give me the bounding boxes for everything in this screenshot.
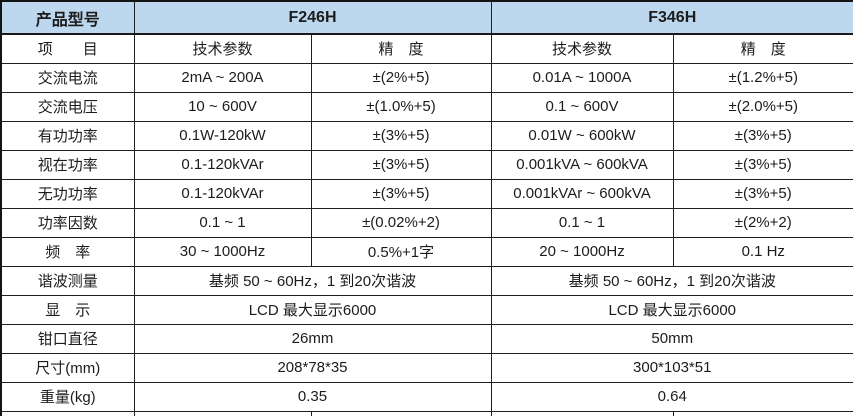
subheader-row: 项 目 技术参数 精 度 技术参数 精 度 [0, 33, 853, 64]
param-cell-f346h: 20 ~ 1000Hz [490, 236, 674, 267]
table-row-ac-current: 交流电流 2mA ~ 200A ±(2%+5) 0.01A ~ 1000A ±(… [0, 62, 853, 93]
row-label: 交流电压 [0, 91, 135, 122]
value-cell-f246h: 0.35 [133, 381, 492, 412]
row-label: 钳口直径 [0, 323, 135, 354]
accuracy-cell-f346h: ±(2.0%+5) [672, 91, 853, 122]
param-cell-f246h: 10 ~ 600V [133, 91, 312, 122]
param-cell-f246h: 30 ~ 1000Hz [133, 236, 312, 267]
row-label: 视在功率 [0, 149, 135, 180]
param-cell-f246h: 0.1-120kVAr [133, 149, 312, 180]
row-label: 有功功率 [0, 120, 135, 151]
product-model-header: 产品型号 [0, 0, 135, 35]
row-label: 谐波测量 [0, 265, 135, 296]
table-row-ac-voltage: 交流电压 10 ~ 600V ±(1.0%+5) 0.1 ~ 600V ±(2.… [0, 91, 853, 122]
accuracy-cell-f246h: ±(3%+5) [310, 149, 492, 180]
param-cell-f246h: 0.1W-120kW [133, 120, 312, 151]
table-row-jaw-diameter: 钳口直径 26mm 50mm [0, 323, 853, 354]
accuracy-cell-f346h: ±(3%+5) [672, 178, 853, 209]
param-cell-f346h: 0.01W ~ 600kW [490, 120, 674, 151]
subheader-accuracy-f346h: 精 度 [672, 33, 853, 64]
param-cell-f346h: 0.01A ~ 1000A [490, 62, 674, 93]
param-cell-f346h: 0.1 ~ 1 [490, 207, 674, 238]
row-label: 交流电流 [0, 62, 135, 93]
value-cell-f246h: LCD 最大显示6000 [133, 294, 492, 325]
row-label: 频 率 [0, 236, 135, 267]
accuracy-cell-f346h: ±(2%+2) [672, 207, 853, 238]
accuracy-cell-f246h: ±(3%+5) [310, 120, 492, 151]
value-cell-f346h: 基频 50 ~ 60Hz，1 到20次谐波 [490, 265, 853, 296]
param-cell-f246h: 0.1 ~ 1 [133, 207, 312, 238]
value-cell-f246h: 26mm [133, 323, 492, 354]
value-cell-f246h: 208*78*35 [133, 352, 492, 383]
accuracy-cell-f246h: ±(2%+5) [310, 62, 492, 93]
table-row-power-factor: 功率因数 0.1 ~ 1 ±(0.02%+2) 0.1 ~ 1 ±(2%+2) [0, 207, 853, 238]
row-label: 无功功率 [0, 178, 135, 209]
value-cell-f346h: LCD 最大显示6000 [490, 294, 853, 325]
value-cell-f346h: 300*103*51 [490, 352, 853, 383]
accuracy-cell-f346h: ±(3%+5) [672, 149, 853, 180]
model-f346h-header: F346H [490, 0, 853, 35]
param-cell-f246h: 2mA ~ 200A [133, 62, 312, 93]
param-cell-f246h: 0.1-120kVAr [133, 178, 312, 209]
accuracy-cell-f346h: ±(3%+5) [672, 120, 853, 151]
accuracy-cell-f246h: ±(1.0%+5) [310, 91, 492, 122]
subheader-accuracy-f246h: 精 度 [310, 33, 492, 64]
accuracy-cell-f346h: 0.1 Hz [672, 236, 853, 267]
accuracy-cell-f246h: ±(0.02%+2) [310, 207, 492, 238]
param-cell-f346h: 0.001kVA ~ 600kVA [490, 149, 674, 180]
table-row-frequency: 频 率 30 ~ 1000Hz 0.5%+1字 20 ~ 1000Hz 0.1 … [0, 236, 853, 267]
clipped-empty-row [0, 410, 853, 416]
param-cell-f346h: 0.1 ~ 600V [490, 91, 674, 122]
subheader-tech-param-f346h: 技术参数 [490, 33, 674, 64]
header-row: 产品型号 F246H F346H [0, 0, 853, 35]
row-label: 尺寸(mm) [0, 352, 135, 383]
accuracy-cell-f346h: ±(1.2%+5) [672, 62, 853, 93]
row-label: 显 示 [0, 294, 135, 325]
row-label: 功率因数 [0, 207, 135, 238]
subheader-tech-param-f246h: 技术参数 [133, 33, 312, 64]
table-row-dimensions: 尺寸(mm) 208*78*35 300*103*51 [0, 352, 853, 383]
table-row-active-power: 有功功率 0.1W-120kW ±(3%+5) 0.01W ~ 600kW ±(… [0, 120, 853, 151]
accuracy-cell-f246h: 0.5%+1字 [310, 236, 492, 267]
model-f246h-header: F246H [133, 0, 492, 35]
table-row-apparent-power: 视在功率 0.1-120kVAr ±(3%+5) 0.001kVA ~ 600k… [0, 149, 853, 180]
row-label: 重量(kg) [0, 381, 135, 412]
table-row-weight: 重量(kg) 0.35 0.64 [0, 381, 853, 412]
value-cell-f346h: 0.64 [490, 381, 853, 412]
subheader-item: 项 目 [0, 33, 135, 64]
table-row-reactive-power: 无功功率 0.1-120kVAr ±(3%+5) 0.001kVAr ~ 600… [0, 178, 853, 209]
param-cell-f346h: 0.001kVAr ~ 600kVA [490, 178, 674, 209]
table-row-harmonics: 谐波测量 基频 50 ~ 60Hz，1 到20次谐波 基频 50 ~ 60Hz，… [0, 265, 853, 296]
accuracy-cell-f246h: ±(3%+5) [310, 178, 492, 209]
value-cell-f346h: 50mm [490, 323, 853, 354]
value-cell-f246h: 基频 50 ~ 60Hz，1 到20次谐波 [133, 265, 492, 296]
table-row-display: 显 示 LCD 最大显示6000 LCD 最大显示6000 [0, 294, 853, 325]
